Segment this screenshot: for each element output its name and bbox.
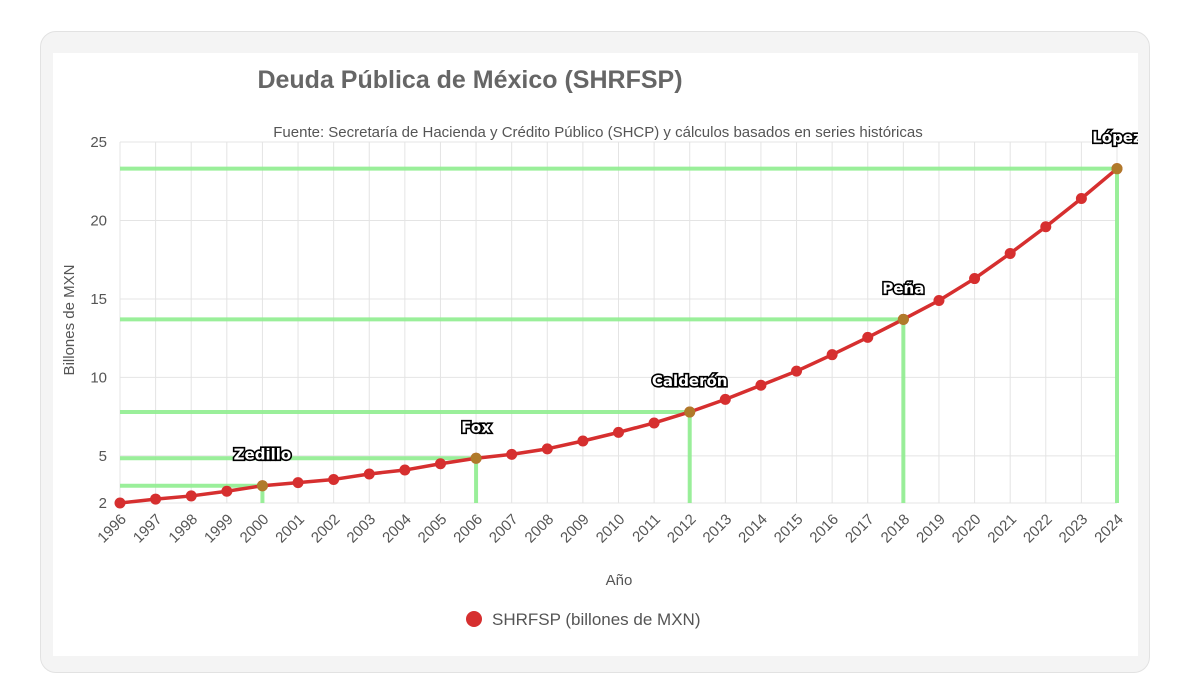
annotation-point <box>1111 163 1123 175</box>
x-tick-label: 2023 <box>1056 511 1092 547</box>
data-point <box>613 426 624 438</box>
data-point <box>150 493 162 505</box>
annotation-point <box>897 313 909 325</box>
x-tick-label: 2019 <box>913 511 949 547</box>
x-tick-label: 2013 <box>700 511 736 547</box>
x-tick-label: 2011 <box>629 511 664 546</box>
chart-panel: Deuda Pública de México (SHRFSP) Fuente:… <box>53 53 1138 656</box>
data-point <box>577 435 589 447</box>
data-point <box>1004 247 1016 259</box>
x-tick-label: 1996 <box>94 511 130 547</box>
annotation-point <box>256 480 268 492</box>
x-tick-label: 2017 <box>842 511 878 547</box>
x-tick-label: 2022 <box>1020 511 1056 547</box>
data-point <box>791 365 803 377</box>
president-annotations: Zedillo Fox Calderón Peña López <box>232 127 1138 492</box>
x-axis-label: Año <box>606 572 633 589</box>
data-point <box>719 393 731 405</box>
chart-subtitle: Fuente: Secretaría de Hacienda y Crédito… <box>273 124 922 141</box>
y-axis-label: Billones de MXN <box>61 265 78 376</box>
x-tick-label: 2000 <box>237 511 273 547</box>
x-tick-label: 2014 <box>735 511 771 547</box>
legend-marker <box>466 611 482 627</box>
data-point <box>826 349 838 361</box>
x-tick-label: 2006 <box>450 511 486 547</box>
data-point <box>434 458 446 470</box>
series-shrfsp <box>114 163 1123 509</box>
data-point <box>933 295 945 307</box>
annotation-label: Fox <box>461 418 491 436</box>
data-point <box>506 448 518 460</box>
x-tick-label: 2015 <box>771 511 807 547</box>
annotation-point <box>684 406 696 418</box>
x-tick-label: 2009 <box>557 511 593 547</box>
annotation-label: Calderón <box>652 372 728 390</box>
data-point <box>1075 193 1087 205</box>
x-tick-label: 2002 <box>308 511 344 547</box>
data-point <box>1040 221 1052 233</box>
data-point <box>292 477 304 489</box>
chart-title: Deuda Pública de México (SHRFSP) <box>257 66 682 94</box>
annotation-label: López <box>1092 129 1138 147</box>
data-point <box>114 497 126 509</box>
x-tick-label: 2008 <box>522 511 558 547</box>
y-tick-label: 20 <box>90 212 107 229</box>
x-tick-label: 2005 <box>415 511 451 547</box>
data-point <box>541 443 553 455</box>
x-tick-label: 2001 <box>272 511 308 547</box>
y-tick-label: 10 <box>90 369 107 386</box>
y-tick-label: 5 <box>99 448 107 465</box>
data-point <box>221 485 233 497</box>
y-tick-label: 15 <box>90 291 107 308</box>
data-point <box>755 379 767 391</box>
x-tick-label: 2012 <box>664 511 700 547</box>
x-tick-label: 2003 <box>344 511 380 547</box>
annotation-point <box>470 452 482 464</box>
data-point <box>399 464 411 476</box>
annotation-label: Zedillo <box>234 446 292 464</box>
x-tick-label: 1997 <box>130 511 166 547</box>
annotation-guides <box>120 166 1119 503</box>
legend[interactable]: SHRFSP (billones de MXN) <box>466 610 700 629</box>
x-tick-label: 2016 <box>806 511 842 547</box>
data-point <box>185 490 197 502</box>
x-tick-label: 2021 <box>984 511 1020 547</box>
x-axis-ticks: 1996 1997 1998 1999 2000 2001 2002 2003 2004 2005… <box>94 511 1127 547</box>
x-tick-label: 1998 <box>165 511 201 547</box>
debt-line-chart: Deuda Pública de México (SHRFSP) Fuente:… <box>61 66 1138 629</box>
x-tick-label: 2018 <box>878 511 914 547</box>
y-tick-label: 2 <box>99 495 107 512</box>
x-tick-label: 2024 <box>1091 511 1127 547</box>
legend-label: SHRFSP (billones de MXN) <box>492 610 700 629</box>
x-tick-label: 2010 <box>593 511 629 547</box>
data-point <box>328 473 340 485</box>
x-tick-label: 2004 <box>379 511 415 547</box>
x-tick-label: 2007 <box>486 511 522 547</box>
y-tick-label: 25 <box>90 134 107 151</box>
data-point <box>363 468 375 480</box>
annotation-label: Peña <box>882 279 924 297</box>
x-tick-label: 2020 <box>949 511 985 547</box>
x-tick-label: 1999 <box>201 511 237 547</box>
data-point <box>862 331 874 343</box>
data-point <box>969 273 981 285</box>
data-point <box>648 417 660 429</box>
